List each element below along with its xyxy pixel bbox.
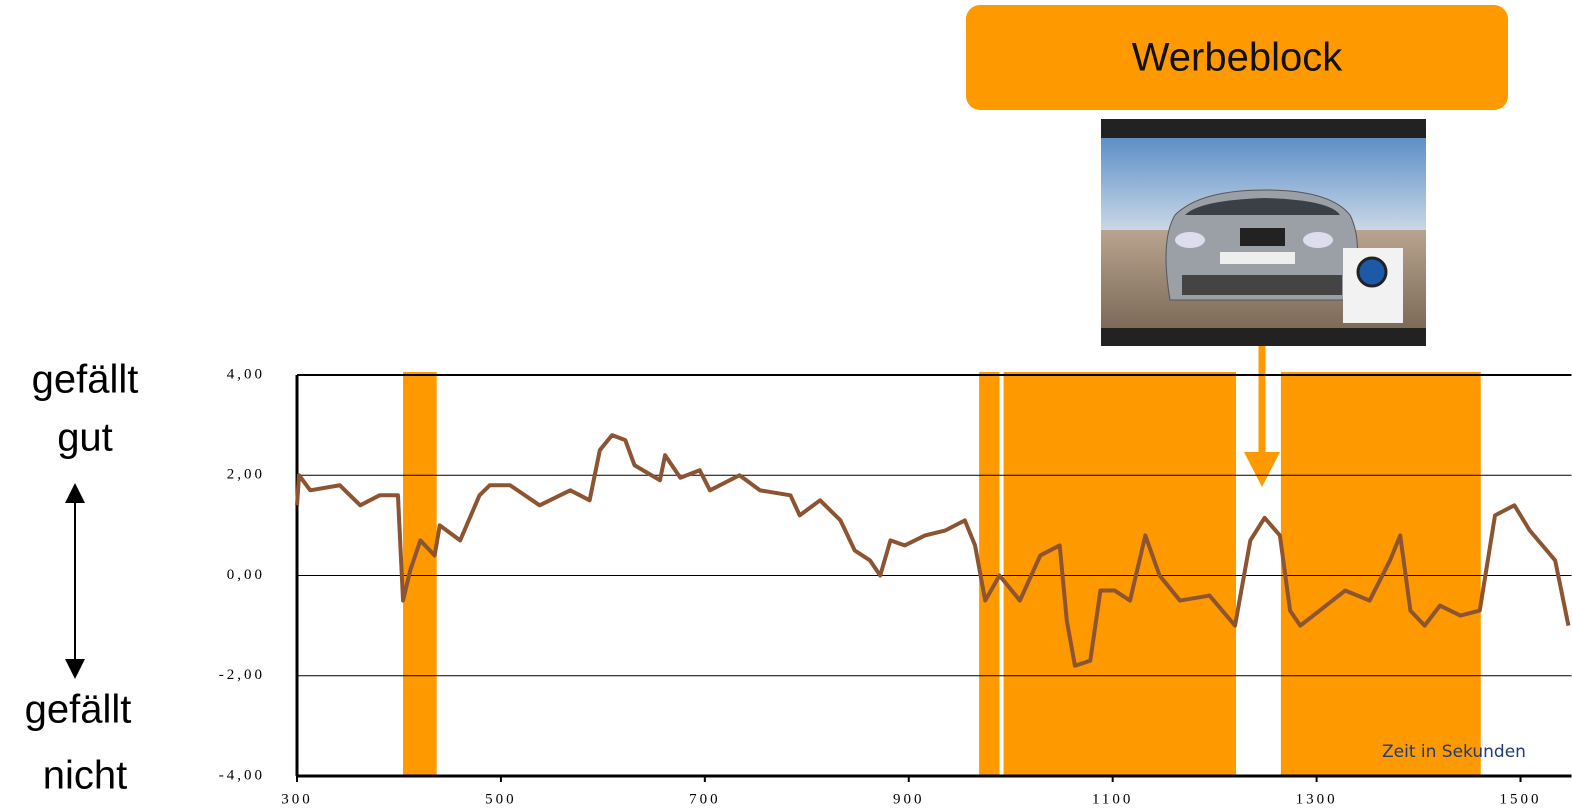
highlight-band	[1003, 372, 1237, 776]
y-tick-label: 2,00	[227, 467, 265, 483]
y-label-top: gut	[57, 416, 113, 460]
x-tick-label: 1500	[1500, 791, 1542, 807]
series-line	[295, 433, 1571, 668]
annotation-arrowhead	[1244, 452, 1280, 487]
x-tick-label: 1100	[1092, 791, 1133, 807]
y-tick-label: 0,00	[227, 567, 265, 583]
x-tick-label: 700	[689, 791, 721, 807]
y-tick-label: 4,00	[227, 366, 265, 382]
y-tick-label: -4,00	[219, 767, 265, 783]
x-tick-label: 300	[281, 791, 313, 807]
y-tick-label: -2,00	[219, 667, 265, 683]
y-label-bottom: gefällt	[25, 688, 132, 732]
arrowhead	[65, 659, 85, 679]
annotation-box	[966, 5, 1508, 110]
y-label-top: gefällt	[32, 358, 139, 402]
x-tick-label: 900	[893, 791, 925, 807]
annotation: Werbeblock	[1132, 36, 1343, 80]
x-tick-label: 500	[485, 791, 517, 807]
highlight-band	[1280, 372, 1481, 776]
y-label-bottom: nicht	[43, 754, 128, 798]
arrowhead	[65, 483, 85, 503]
highlight-band	[979, 372, 1000, 776]
ad-image	[1101, 119, 1426, 346]
x-axis-label: Zeit in Sekunden	[1382, 742, 1526, 762]
x-tick-label: 1300	[1296, 791, 1338, 807]
